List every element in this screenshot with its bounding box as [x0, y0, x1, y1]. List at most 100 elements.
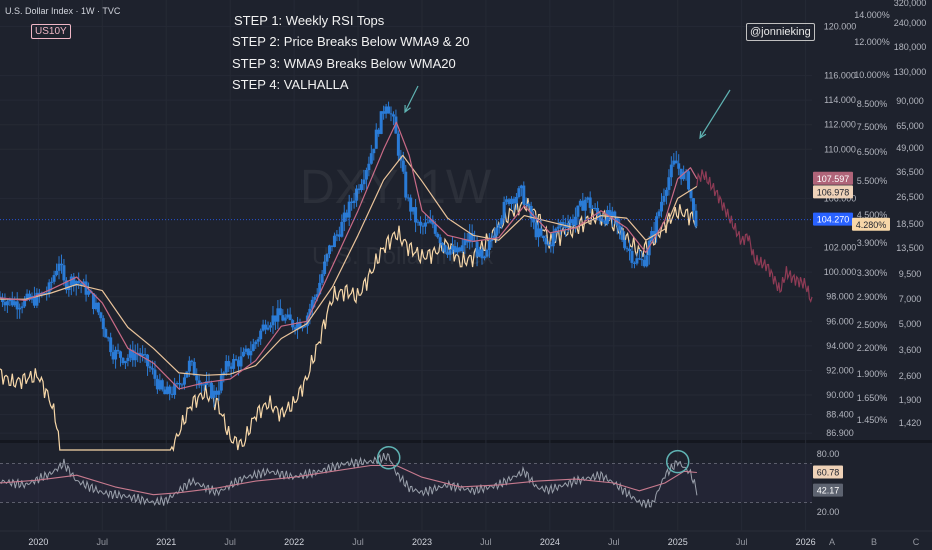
- candle-body: [561, 221, 565, 226]
- candle-body: [15, 301, 19, 310]
- candle-body: [160, 380, 164, 390]
- yield-axis-label: 6.500%: [857, 147, 888, 157]
- candle-body: [57, 263, 61, 271]
- candle-body: [111, 352, 115, 360]
- candle-body: [74, 281, 78, 286]
- candle-body: [325, 254, 329, 262]
- candle-body: [96, 302, 100, 313]
- rsi-layer: [0, 452, 812, 509]
- right-axis-label: 5,000: [899, 319, 922, 329]
- candle-body: [229, 366, 233, 369]
- candle-body: [453, 246, 457, 253]
- right-axis-label: 1,900: [899, 395, 922, 405]
- x-tick-label: Jul: [97, 537, 109, 547]
- candle-body: [524, 203, 528, 205]
- wma9-price-tag: 107.597: [817, 174, 850, 184]
- candle-body: [195, 375, 199, 381]
- candle-body: [35, 292, 39, 306]
- scale-mode-label: A: [829, 537, 835, 547]
- candle-body: [200, 384, 204, 386]
- candle-body: [512, 198, 516, 204]
- candle-body: [608, 210, 612, 218]
- candle-body: [428, 219, 432, 223]
- candle-body: [625, 248, 629, 250]
- candle-body: [64, 280, 68, 291]
- candle-body: [642, 260, 646, 267]
- candle-body: [308, 308, 312, 316]
- candle-body: [224, 361, 228, 373]
- candle-body: [495, 227, 499, 236]
- compare-symbol-chip[interactable]: US10Y: [31, 24, 71, 39]
- candle-body: [576, 205, 580, 217]
- candle-body: [69, 276, 73, 286]
- candle-body: [583, 199, 587, 211]
- candle-body: [369, 153, 373, 164]
- rsi-value-tag: 42.17: [817, 486, 840, 496]
- candle-body: [436, 233, 440, 238]
- candle-body: [367, 163, 371, 171]
- price-axis-label: 86.900: [826, 428, 854, 438]
- candle-body: [158, 380, 162, 390]
- candle-body: [591, 207, 595, 209]
- yield-axis-label: 2.200%: [857, 343, 888, 353]
- candle-body: [556, 226, 560, 229]
- right-axis-label: 2,600: [899, 371, 922, 381]
- rsi-top-circle: [376, 445, 401, 470]
- yield-axis-label: 3.900%: [857, 238, 888, 248]
- candle-body: [411, 207, 415, 212]
- candle-body: [446, 252, 450, 255]
- candle-body: [539, 228, 543, 236]
- candle-body: [416, 221, 420, 223]
- candle-body: [475, 241, 479, 257]
- candle-body: [534, 222, 538, 238]
- candle-body: [581, 200, 585, 211]
- candle-body: [23, 298, 27, 307]
- candle-body: [463, 239, 467, 246]
- candle-body: [259, 330, 263, 340]
- yield-axis-label: 2.500%: [857, 320, 888, 330]
- candle-body: [667, 177, 671, 190]
- candle-body: [52, 275, 56, 282]
- candle-body: [450, 246, 454, 250]
- us10y-price-tag: 4.280%: [856, 220, 887, 230]
- x-tick-label: Jul: [608, 537, 620, 547]
- right-axis-label: 49,000: [896, 143, 924, 153]
- candle-body: [650, 231, 654, 241]
- candle-body: [598, 214, 602, 221]
- price-axis-label: 90.000: [826, 390, 854, 400]
- candle-body: [519, 185, 523, 189]
- candle-body: [178, 383, 182, 385]
- candle-body: [114, 349, 118, 360]
- candle-body: [332, 235, 336, 247]
- candle-body: [109, 337, 113, 353]
- candle-body: [421, 225, 425, 227]
- step-2-label: STEP 2: Price Breaks Below WMA9 & 20: [232, 34, 470, 49]
- candle-body: [300, 326, 304, 329]
- right-axis-label: 3,600: [899, 345, 922, 355]
- candle-body: [537, 228, 541, 238]
- candle-body: [303, 325, 307, 327]
- candle-body: [330, 245, 334, 247]
- candle-body: [406, 197, 410, 199]
- candle-body: [605, 210, 609, 224]
- rsi-axis-label: 80.00: [817, 449, 840, 459]
- candle-body: [84, 281, 88, 295]
- candle-body: [5, 301, 9, 306]
- x-tick-label: 2021: [156, 537, 176, 547]
- wma20-price-tag: 106.978: [817, 187, 850, 197]
- right-axis-label: 18,500: [896, 219, 924, 229]
- candle-body: [357, 188, 361, 191]
- pane-separator: [0, 440, 932, 443]
- candle-body: [355, 188, 359, 201]
- candle-body: [497, 224, 501, 228]
- candle-body: [202, 384, 206, 386]
- candle-body: [672, 160, 676, 165]
- candle-body: [618, 225, 622, 231]
- candle-body: [335, 234, 339, 236]
- symbol-title[interactable]: U.S. Dollar Index · 1W · TVC: [5, 6, 121, 16]
- candle-body: [313, 296, 317, 300]
- candle-body: [118, 351, 122, 358]
- candle-body: [141, 354, 145, 357]
- candle-body: [662, 195, 666, 202]
